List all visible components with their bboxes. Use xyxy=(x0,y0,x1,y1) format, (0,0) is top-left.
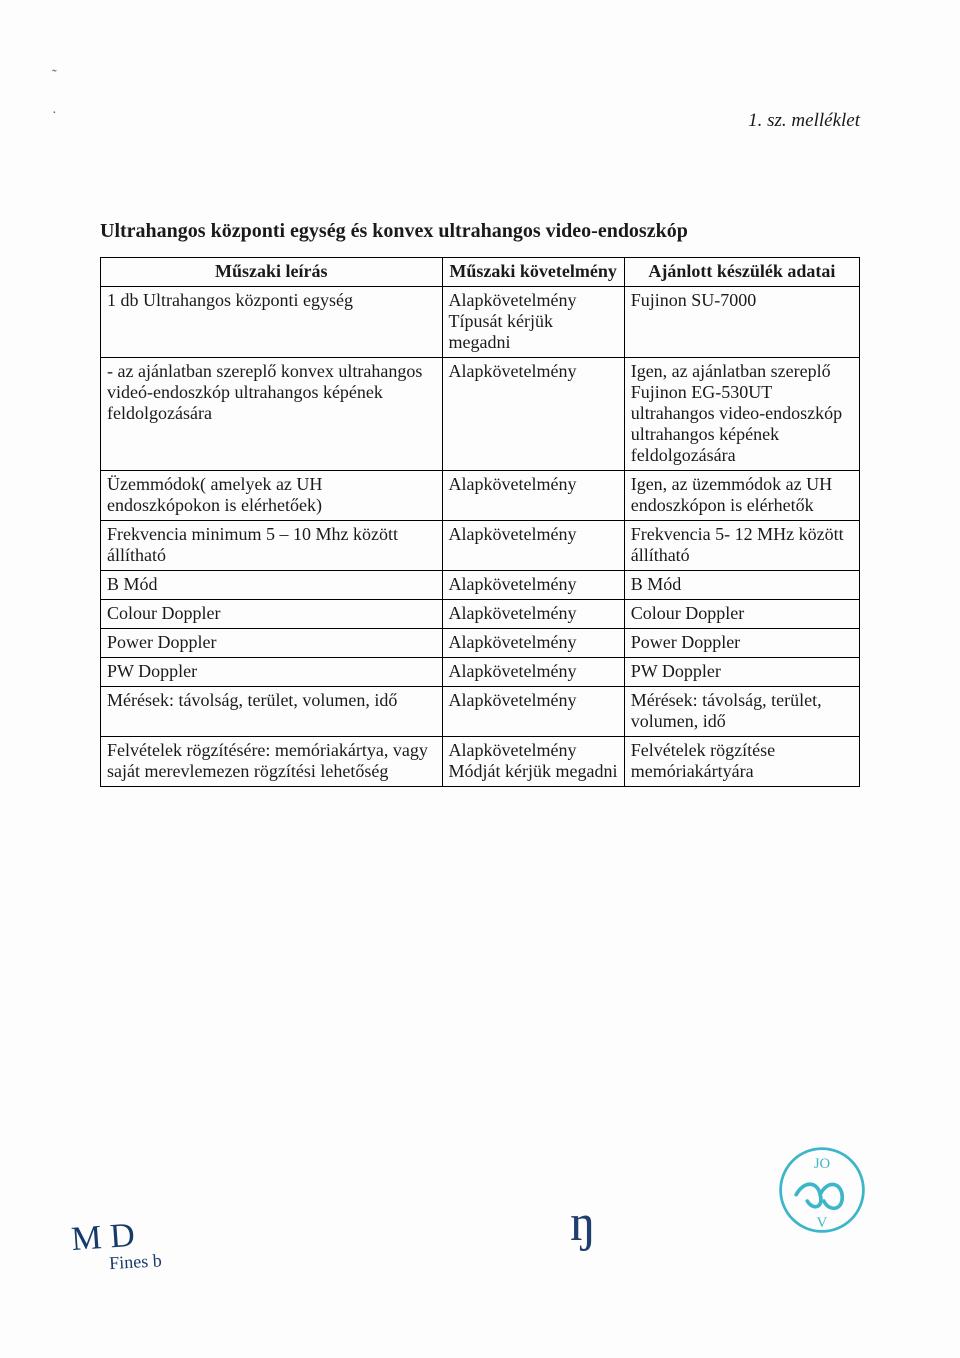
table-row: Colour Doppler Alapkövetelmény Colour Do… xyxy=(101,600,860,629)
table-row: Mérések: távolság, terület, volumen, idő… xyxy=(101,687,860,737)
table-header-row: Műszaki leírás Műszaki követelmény Ajánl… xyxy=(101,258,860,287)
table-row: 1 db Ultrahangos központi egység Alapköv… xyxy=(101,287,860,358)
page-title: Ultrahangos központi egység és konvex ul… xyxy=(100,220,860,243)
col-header-req: Műszaki követelmény xyxy=(442,258,624,287)
table-row: Felvételek rögzítésére: memóriakártya, v… xyxy=(101,737,860,787)
col-header-data: Ajánlott készülék adatai xyxy=(624,258,859,287)
stamp-icon: JO V xyxy=(776,1144,868,1236)
signature-left: M D Fines b xyxy=(70,1217,162,1275)
stamp-top-text: JO xyxy=(814,1156,831,1172)
signature-center: ŋ xyxy=(570,1198,596,1250)
stamp-bottom-text: V xyxy=(817,1215,828,1231)
table-row: - az ajánlatban szereplő konvex ultrahan… xyxy=(101,358,860,471)
spec-table: Műszaki leírás Műszaki követelmény Ajánl… xyxy=(100,257,860,787)
document-page: ˜ · 1. sz. melléklet Ultrahangos központ… xyxy=(0,0,960,1358)
table-row: PW Doppler Alapkövetelmény PW Doppler xyxy=(101,658,860,687)
table-row: Power Doppler Alapkövetelmény Power Dopp… xyxy=(101,629,860,658)
table-row: B Mód Alapkövetelmény B Mód xyxy=(101,571,860,600)
attachment-label: 1. sz. melléklet xyxy=(748,110,860,132)
table-row: Üzemmódok( amelyek az UH endoszkópokon i… xyxy=(101,471,860,521)
table-row: Frekvencia minimum 5 – 10 Mhz között áll… xyxy=(101,521,860,571)
signature-left-underline: Fines b xyxy=(109,1251,162,1272)
col-header-desc: Műszaki leírás xyxy=(101,258,443,287)
